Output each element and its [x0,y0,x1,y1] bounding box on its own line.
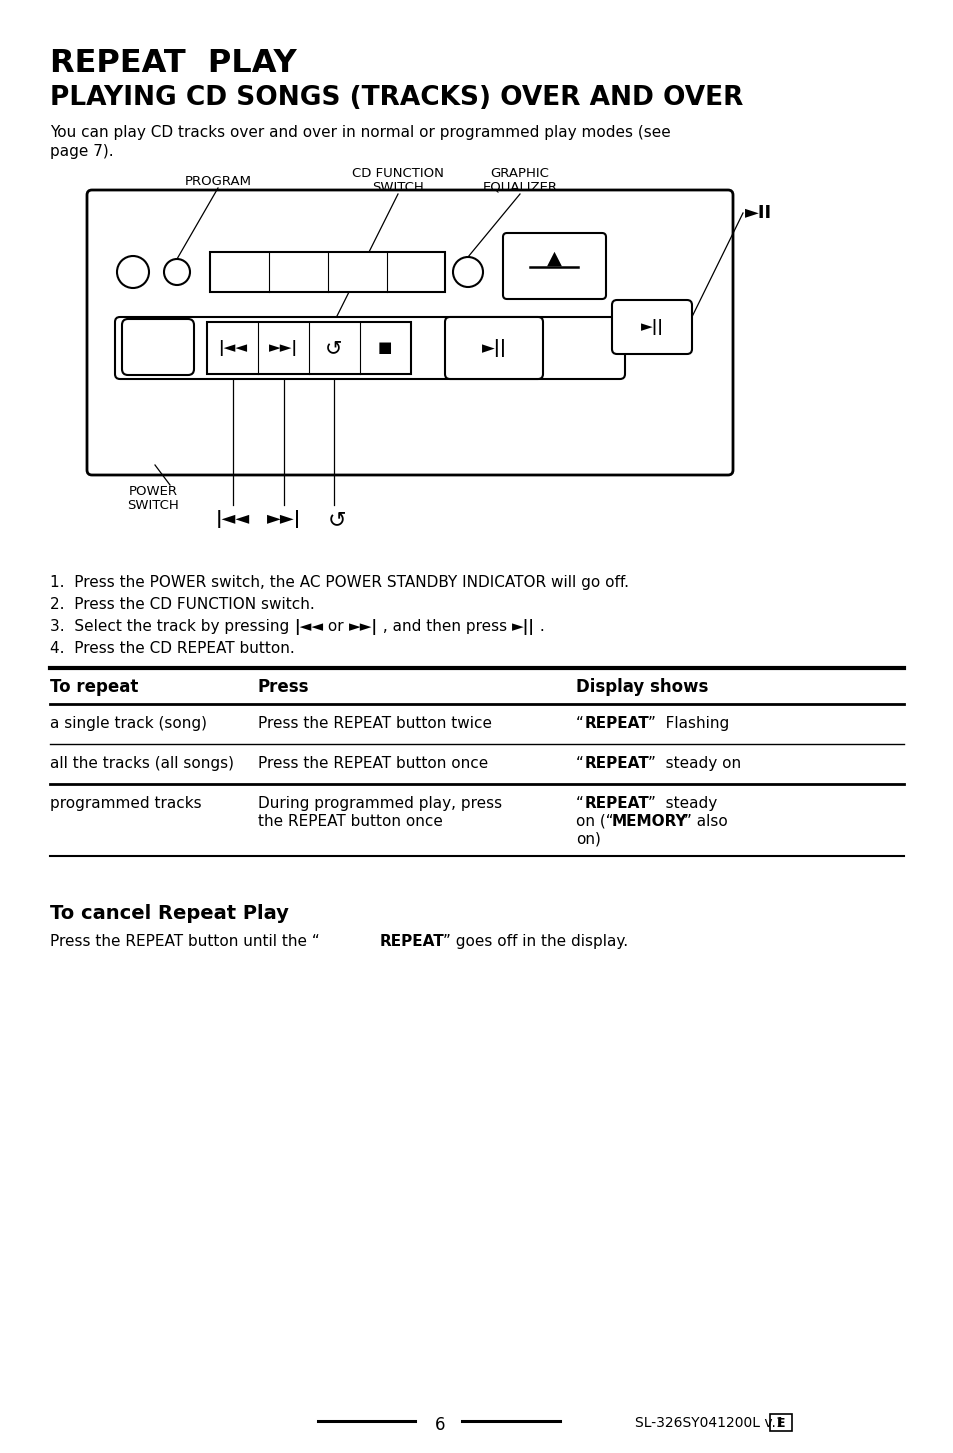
Text: To repeat: To repeat [50,679,138,696]
Text: “: “ [576,716,583,731]
Text: Display shows: Display shows [576,679,708,696]
Text: 1.  Press the POWER switch, the AC POWER STANDBY INDICATOR will go off.: 1. Press the POWER switch, the AC POWER … [50,575,628,590]
Text: “: “ [576,796,583,811]
Text: EQUALIZER: EQUALIZER [482,182,557,195]
Text: PLAYING CD SONGS (TRACKS) OVER AND OVER: PLAYING CD SONGS (TRACKS) OVER AND OVER [50,84,742,110]
Text: REPEAT: REPEAT [584,756,649,772]
Text: ▲: ▲ [546,248,561,267]
Text: ”  steady: ” steady [647,796,717,811]
FancyBboxPatch shape [87,190,732,475]
Text: During programmed play, press: During programmed play, press [257,796,501,811]
Bar [207,323,411,373]
Text: ►►|: ►►| [269,340,298,356]
Text: |◄◄: |◄◄ [215,510,250,527]
Text: ”  steady on: ” steady on [647,756,740,772]
Text: ►►|: ►►| [267,510,301,527]
Text: 3.  Select the track by pressing: 3. Select the track by pressing [50,619,294,634]
Text: Press the REPEAT button once: Press the REPEAT button once [257,756,488,772]
Text: REPEAT: REPEAT [584,716,649,731]
Text: GRAPHIC: GRAPHIC [490,167,549,180]
FancyBboxPatch shape [115,317,624,379]
Text: ►||: ►|| [481,339,506,357]
Text: 4.  Press the CD REPEAT button.: 4. Press the CD REPEAT button. [50,641,294,655]
Text: |◄◄: |◄◄ [218,340,247,356]
Text: ►||: ►|| [639,320,662,336]
Text: a single track (song): a single track (song) [50,716,207,731]
FancyBboxPatch shape [612,299,691,355]
Text: “: “ [576,756,583,772]
Text: 2.  Press the CD FUNCTION switch.: 2. Press the CD FUNCTION switch. [50,597,314,612]
Text: CD FUNCTION: CD FUNCTION [352,167,443,180]
Text: 6: 6 [435,1417,445,1434]
Text: ↺: ↺ [327,510,346,530]
Text: programmed tracks: programmed tracks [50,796,201,811]
FancyBboxPatch shape [444,317,542,379]
Text: SL-326SY041200L v.1: SL-326SY041200L v.1 [635,1417,784,1430]
FancyBboxPatch shape [502,232,605,299]
Text: PROGRAM: PROGRAM [184,174,252,187]
Text: SWITCH: SWITCH [127,498,178,511]
Text: ” goes off in the display.: ” goes off in the display. [442,934,627,949]
Text: |◄◄: |◄◄ [294,619,323,635]
Text: ■: ■ [377,340,392,356]
Text: ►II: ►II [744,203,771,222]
Text: .: . [535,619,544,634]
Text: on (“: on (“ [576,814,613,830]
Text: the REPEAT button once: the REPEAT button once [257,814,442,830]
Text: ” also: ” also [683,814,727,830]
Text: E: E [776,1417,784,1430]
Text: ►||: ►|| [512,619,535,635]
Text: To cancel Repeat Play: To cancel Repeat Play [50,904,289,923]
Text: ►►|: ►►| [349,619,377,635]
Text: SWITCH: SWITCH [372,182,423,195]
Text: or: or [323,619,349,634]
Text: REPEAT  PLAY: REPEAT PLAY [50,48,296,78]
FancyBboxPatch shape [122,320,193,375]
Text: MEMORY: MEMORY [612,814,687,830]
Text: Press the REPEAT button twice: Press the REPEAT button twice [257,716,492,731]
Text: , and then press: , and then press [377,619,512,634]
Text: ↺: ↺ [325,339,342,357]
Bar [210,251,444,292]
Text: REPEAT: REPEAT [379,934,444,949]
Text: POWER: POWER [129,485,177,498]
Text: ”  Flashing: ” Flashing [647,716,728,731]
Text: on): on) [576,833,600,847]
Text: Press: Press [257,679,309,696]
Text: REPEAT: REPEAT [584,796,649,811]
Bar [769,1414,791,1431]
Text: Press the REPEAT button until the “: Press the REPEAT button until the “ [50,934,319,949]
Text: You can play CD tracks over and over in normal or programmed play modes (see: You can play CD tracks over and over in … [50,125,670,139]
Text: page 7).: page 7). [50,144,113,158]
Text: all the tracks (all songs): all the tracks (all songs) [50,756,233,772]
